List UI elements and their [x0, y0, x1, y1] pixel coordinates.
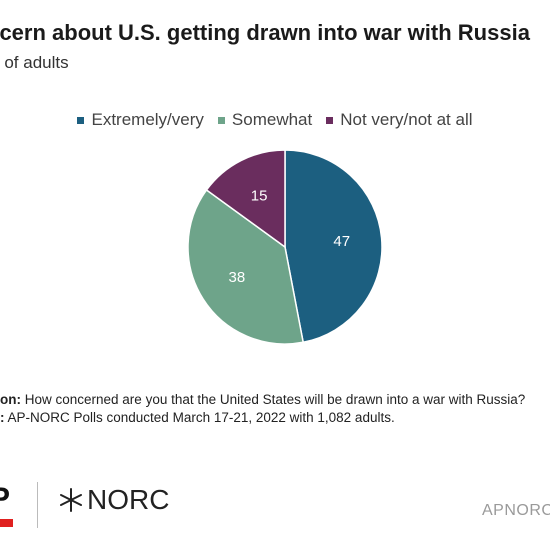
legend-item-extremely-very: Extremely/very — [77, 110, 204, 130]
legend-item-not-very: Not very/not at all — [326, 110, 473, 130]
chart-legend: Extremely/very Somewhat Not very/not at … — [0, 110, 550, 130]
legend-swatch-extremely-very — [77, 116, 85, 124]
pie-slice-0 — [284, 149, 383, 344]
ap-logo: P — [0, 482, 11, 515]
footnote-source-text: AP-NORC Polls conducted March 17-21, 202… — [4, 410, 395, 425]
legend-item-somewhat: Somewhat — [217, 110, 313, 130]
pie-slice-1 — [187, 188, 305, 345]
chart-title: ncern about U.S. getting drawn into war … — [0, 20, 530, 45]
footnote-source-label: : — [0, 410, 5, 425]
legend-label-not-very: Not very/not at all — [340, 110, 473, 129]
website-url: APNORC.c — [482, 502, 550, 519]
footnote-question: on: How concerned are you that the Unite… — [0, 392, 525, 407]
pie-data-label-0: 47 — [333, 233, 350, 250]
legend-label-somewhat: Somewhat — [231, 110, 313, 129]
logo-divider — [37, 482, 38, 528]
footnote-question-text: How concerned are you that the United St… — [21, 392, 526, 407]
pie-slice-2 — [205, 149, 286, 249]
norc-logo: NORC — [58, 484, 169, 516]
chart-subtitle: ent of adults — [0, 53, 69, 72]
ap-logo-red-bar — [0, 519, 13, 527]
footnote-question-label: on: — [0, 392, 21, 407]
legend-swatch-not-very — [326, 116, 334, 124]
pie-data-label-2: 15 — [251, 188, 268, 205]
norc-logo-text: NORC — [87, 484, 170, 515]
norc-star-icon — [60, 488, 82, 512]
footnote-source: : AP-NORC Polls conducted March 17-21, 2… — [0, 410, 395, 425]
legend-label-extremely-very: Extremely/very — [91, 110, 204, 129]
legend-swatch-somewhat — [217, 116, 225, 124]
pie-data-label-1: 38 — [229, 269, 246, 286]
